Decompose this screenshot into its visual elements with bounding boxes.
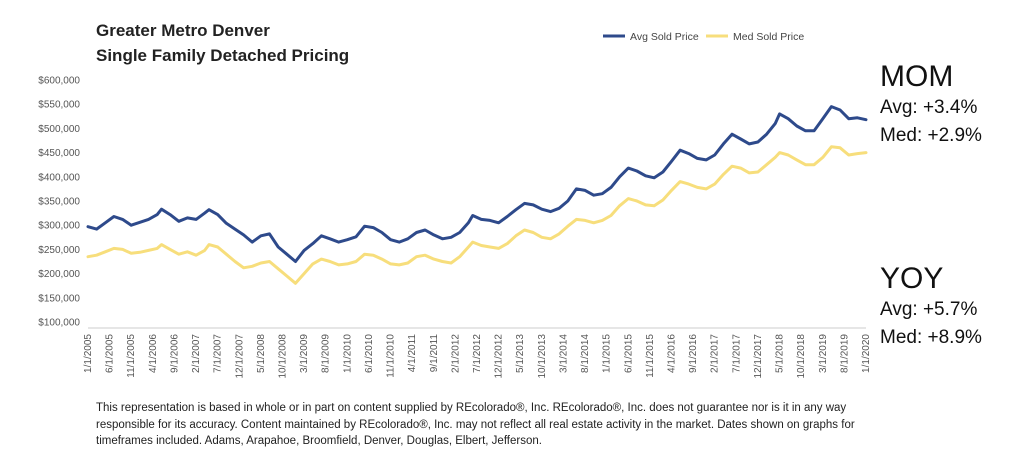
chart-legend: Avg Sold Price Med Sold Price: [603, 31, 804, 43]
x-tick-label: 5/1/2008: [256, 334, 267, 373]
x-tick-label: 5/1/2018: [775, 334, 786, 373]
x-tick-label: 12/1/2017: [753, 334, 764, 379]
x-tick-label: 10/1/2013: [537, 334, 548, 379]
y-tick-label: $200,000: [38, 269, 80, 280]
y-tick-label: $550,000: [38, 100, 80, 111]
y-tick-label: $350,000: [38, 197, 80, 208]
x-tick-label: 8/1/2019: [839, 334, 850, 373]
x-tick-label: 7/1/2017: [731, 334, 742, 373]
y-tick-label: $150,000: [38, 293, 80, 304]
yoy-avg-change: Avg: +5.7%: [880, 299, 978, 320]
x-axis: 1/1/2005 6/1/2005 11/1/2005 4/1/2006 9/1/200…: [83, 327, 872, 379]
x-tick-label: 4/1/2016: [667, 334, 678, 373]
x-tick-label: 7/1/2007: [213, 334, 224, 373]
x-tick-label: 11/1/2005: [126, 334, 137, 378]
x-tick-label: 1/1/2020: [861, 334, 872, 373]
x-tick-label: 12/1/2012: [494, 334, 505, 379]
mom-avg-change: Avg: +3.4%: [880, 97, 978, 118]
y-tick-label: $250,000: [38, 245, 80, 256]
y-tick-label: $400,000: [38, 172, 80, 183]
y-tick-label: $600,000: [38, 76, 80, 87]
x-tick-label: 1/1/2010: [342, 334, 353, 373]
x-tick-label: 6/1/2010: [364, 334, 375, 373]
y-tick-label: $100,000: [38, 318, 80, 329]
x-tick-label: 2/1/2012: [450, 334, 461, 373]
y-tick-label: $300,000: [38, 221, 80, 232]
x-tick-label: 1/1/2015: [602, 334, 613, 373]
x-tick-label: 10/1/2008: [278, 334, 289, 379]
series-layer: [86, 105, 868, 285]
x-tick-label: 11/1/2010: [386, 334, 397, 378]
x-tick-label: 4/1/2006: [148, 334, 159, 373]
series-line-med-sold-price: [86, 145, 868, 285]
yoy-med-change: Med: +8.9%: [880, 327, 982, 348]
x-tick-label: 8/1/2009: [321, 334, 332, 373]
data-source-footnote: This representation is based in whole or…: [96, 402, 855, 447]
mom-summary: MOM Avg: +3.4% Med: +2.9%: [880, 60, 982, 150]
x-tick-label: 3/1/2019: [818, 334, 829, 373]
x-tick-label: 1/1/2005: [83, 334, 94, 373]
chart-title: Greater Metro Denver Single Family Detac…: [96, 18, 349, 68]
x-tick-label: 2/1/2017: [710, 334, 721, 373]
x-tick-label: 4/1/2011: [407, 334, 418, 373]
x-tick-label: 8/1/2014: [580, 334, 591, 373]
x-tick-label: 6/1/2005: [105, 334, 116, 373]
y-axis: $100,000 $150,000 $200,000 $250,000 $300,000…: [38, 76, 80, 329]
yoy-heading: YOY: [880, 262, 944, 295]
mom-heading: MOM: [880, 60, 954, 93]
series-line-avg-sold-price: [86, 105, 868, 263]
legend-label: Avg Sold Price: [630, 31, 699, 43]
chart-title-line2: Single Family Detached Pricing: [96, 46, 350, 65]
x-tick-label: 6/1/2015: [623, 334, 634, 373]
x-tick-label: 5/1/2013: [515, 334, 526, 373]
yoy-summary: YOY Avg: +5.7% Med: +8.9%: [880, 262, 982, 352]
x-tick-label: 3/1/2009: [299, 334, 310, 373]
x-tick-label: 9/1/2006: [169, 334, 180, 373]
x-tick-label: 3/1/2014: [558, 334, 569, 373]
x-tick-label: 12/1/2007: [234, 334, 245, 379]
x-tick-label: 11/1/2015: [645, 334, 656, 378]
chart-title-line1: Greater Metro Denver: [96, 21, 270, 40]
x-tick-label: 7/1/2012: [472, 334, 483, 373]
x-tick-label: 2/1/2007: [191, 334, 202, 373]
x-tick-label: 9/1/2011: [429, 334, 440, 373]
x-tick-label: 10/1/2018: [796, 334, 807, 379]
mom-med-change: Med: +2.9%: [880, 125, 982, 146]
y-tick-label: $500,000: [38, 124, 80, 135]
x-tick-label: 9/1/2016: [688, 334, 699, 373]
y-tick-label: $450,000: [38, 148, 80, 159]
legend-label: Med Sold Price: [733, 31, 804, 43]
